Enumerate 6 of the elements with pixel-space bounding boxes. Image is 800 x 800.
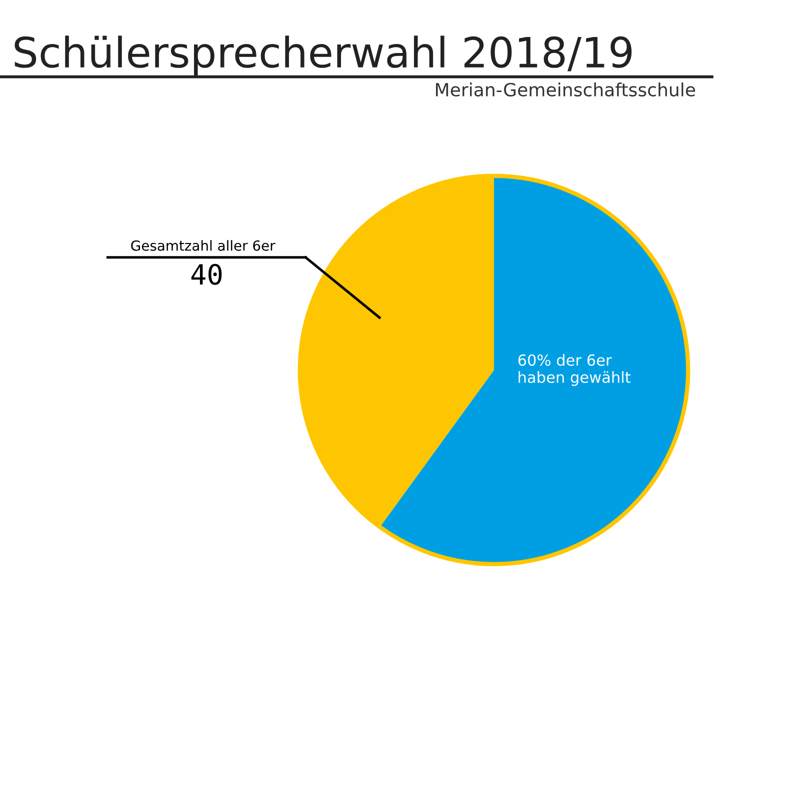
slice-label: 60% der 6er haben gewählt xyxy=(518,354,630,386)
chart-title: Schülersprecherwahl 2018/19 xyxy=(14,36,632,76)
slice-label: Gesamtzahl aller 6er xyxy=(131,240,276,251)
pie-slice xyxy=(380,176,688,564)
data-label: 40 xyxy=(191,264,222,285)
chart-subtitle: Merian-Gemeinschaftsschule xyxy=(436,82,696,96)
